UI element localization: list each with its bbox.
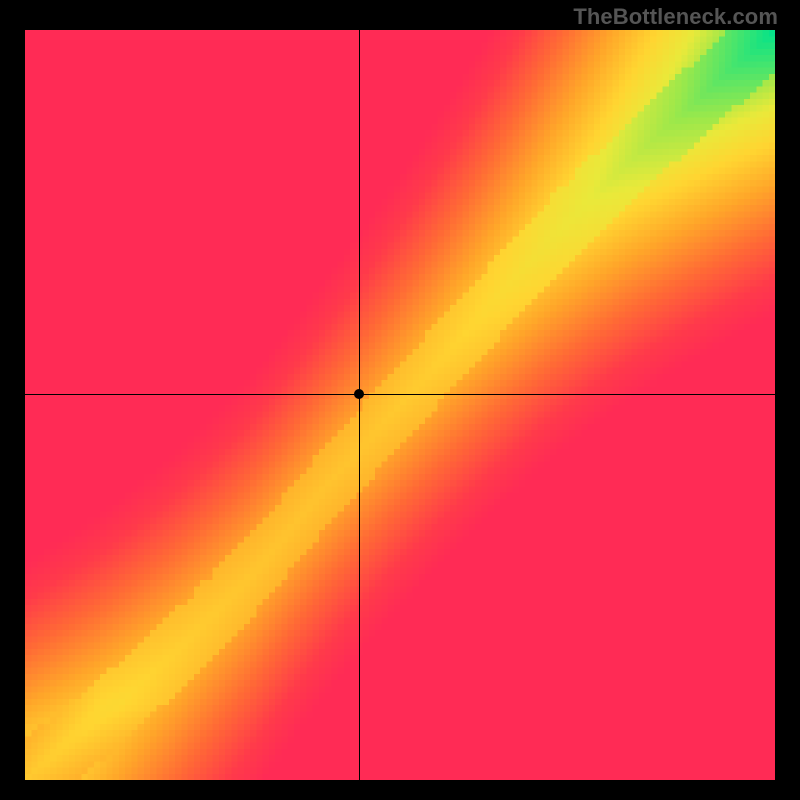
watermark-text: TheBottleneck.com [573,4,778,30]
plot-area [25,30,775,780]
bottleneck-heatmap [25,30,775,780]
chart-frame: TheBottleneck.com [0,0,800,800]
